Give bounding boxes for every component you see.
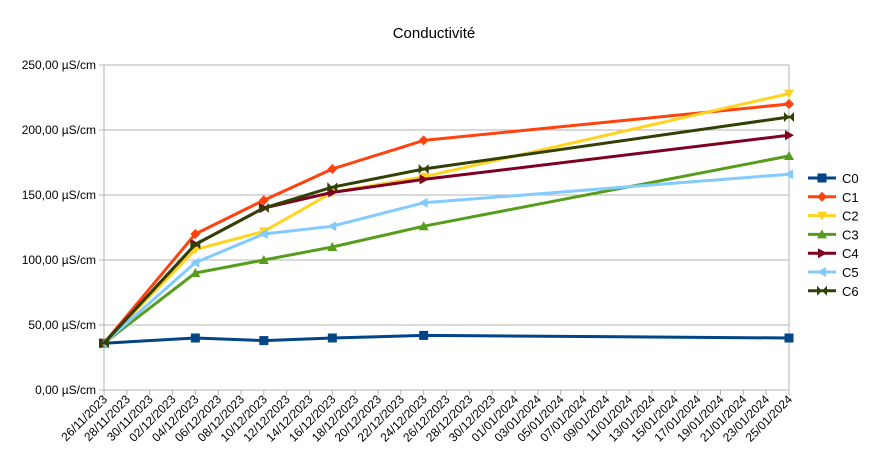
legend-marker <box>817 267 826 277</box>
data-point <box>784 112 794 122</box>
data-point <box>418 164 429 174</box>
data-point <box>419 330 429 340</box>
y-tick-label: 50,00 µS/cm <box>28 318 96 332</box>
legend-label: C0 <box>842 171 859 186</box>
legend-label: C1 <box>842 190 859 205</box>
data-point <box>327 242 338 251</box>
data-point <box>327 182 338 193</box>
data-point <box>258 229 268 239</box>
data-point <box>190 333 200 343</box>
axes: 0,00 µS/cm 50,00 µS/cm 100,00 µS/cm 150,00 … <box>22 58 796 445</box>
y-tick-label: 100,00 µS/cm <box>22 253 96 267</box>
series-c0 <box>99 330 794 348</box>
data-point <box>328 187 338 198</box>
y-tick-label: 150,00 µS/cm <box>22 188 96 202</box>
data-point <box>259 336 269 346</box>
legend-marker <box>817 285 827 296</box>
legend-item-c5: C5 <box>808 265 859 280</box>
legend-item-c4: C4 <box>808 246 859 261</box>
legend-marker <box>817 211 827 221</box>
data-point <box>327 164 338 174</box>
series-line <box>102 102 791 345</box>
series-c6 <box>99 112 794 349</box>
y-tick-label: 200,00 µS/cm <box>22 123 96 137</box>
data-point <box>190 229 201 239</box>
data-point <box>99 338 109 349</box>
chart-title: Conductivité <box>393 25 476 42</box>
legend-label: C2 <box>842 209 859 224</box>
data-point <box>190 268 201 277</box>
legend-label: C4 <box>842 246 859 261</box>
data-point <box>327 221 337 232</box>
data-point <box>258 203 269 213</box>
legend-label: C5 <box>842 265 859 280</box>
legend-item-c0: C0 <box>808 171 859 186</box>
legend-item-c3: C3 <box>808 227 859 242</box>
series-c2 <box>99 89 794 349</box>
legend-label: C6 <box>842 284 859 299</box>
data-point <box>258 255 269 264</box>
series-line <box>102 115 791 345</box>
data-point <box>784 151 794 160</box>
data-point <box>418 221 429 231</box>
series-line <box>102 154 791 345</box>
data-point <box>258 195 269 206</box>
legend-item-c1: C1 <box>808 190 859 205</box>
legend-marker <box>818 248 827 259</box>
legend-item-c6: C6 <box>808 284 859 299</box>
data-point <box>419 174 429 185</box>
y-tick-label: 250,00 µS/cm <box>22 58 96 72</box>
legend-item-c2: C2 <box>808 209 859 224</box>
legend-marker <box>817 191 827 202</box>
legend-label: C3 <box>842 227 859 242</box>
series-line <box>102 172 791 345</box>
data-point <box>190 257 200 268</box>
data-point <box>784 333 794 343</box>
series-c1 <box>99 99 794 349</box>
data-point <box>784 99 794 109</box>
legend-marker <box>817 229 827 239</box>
data-point <box>418 197 428 208</box>
y-tick-label: 0,00 µS/cm <box>35 383 96 397</box>
legend-marker <box>817 173 827 183</box>
data-point <box>190 239 201 250</box>
series-lines <box>99 89 794 349</box>
data-point <box>327 333 337 343</box>
series-c5 <box>99 169 793 349</box>
series-line <box>102 333 791 345</box>
legend: C0 C1 C2 C3 C4 C5 C6 <box>808 171 859 299</box>
data-point <box>784 169 793 180</box>
series-line <box>102 92 791 345</box>
data-point <box>784 89 794 99</box>
data-point <box>418 135 429 146</box>
data-point <box>785 130 794 141</box>
series-c3 <box>99 151 794 348</box>
